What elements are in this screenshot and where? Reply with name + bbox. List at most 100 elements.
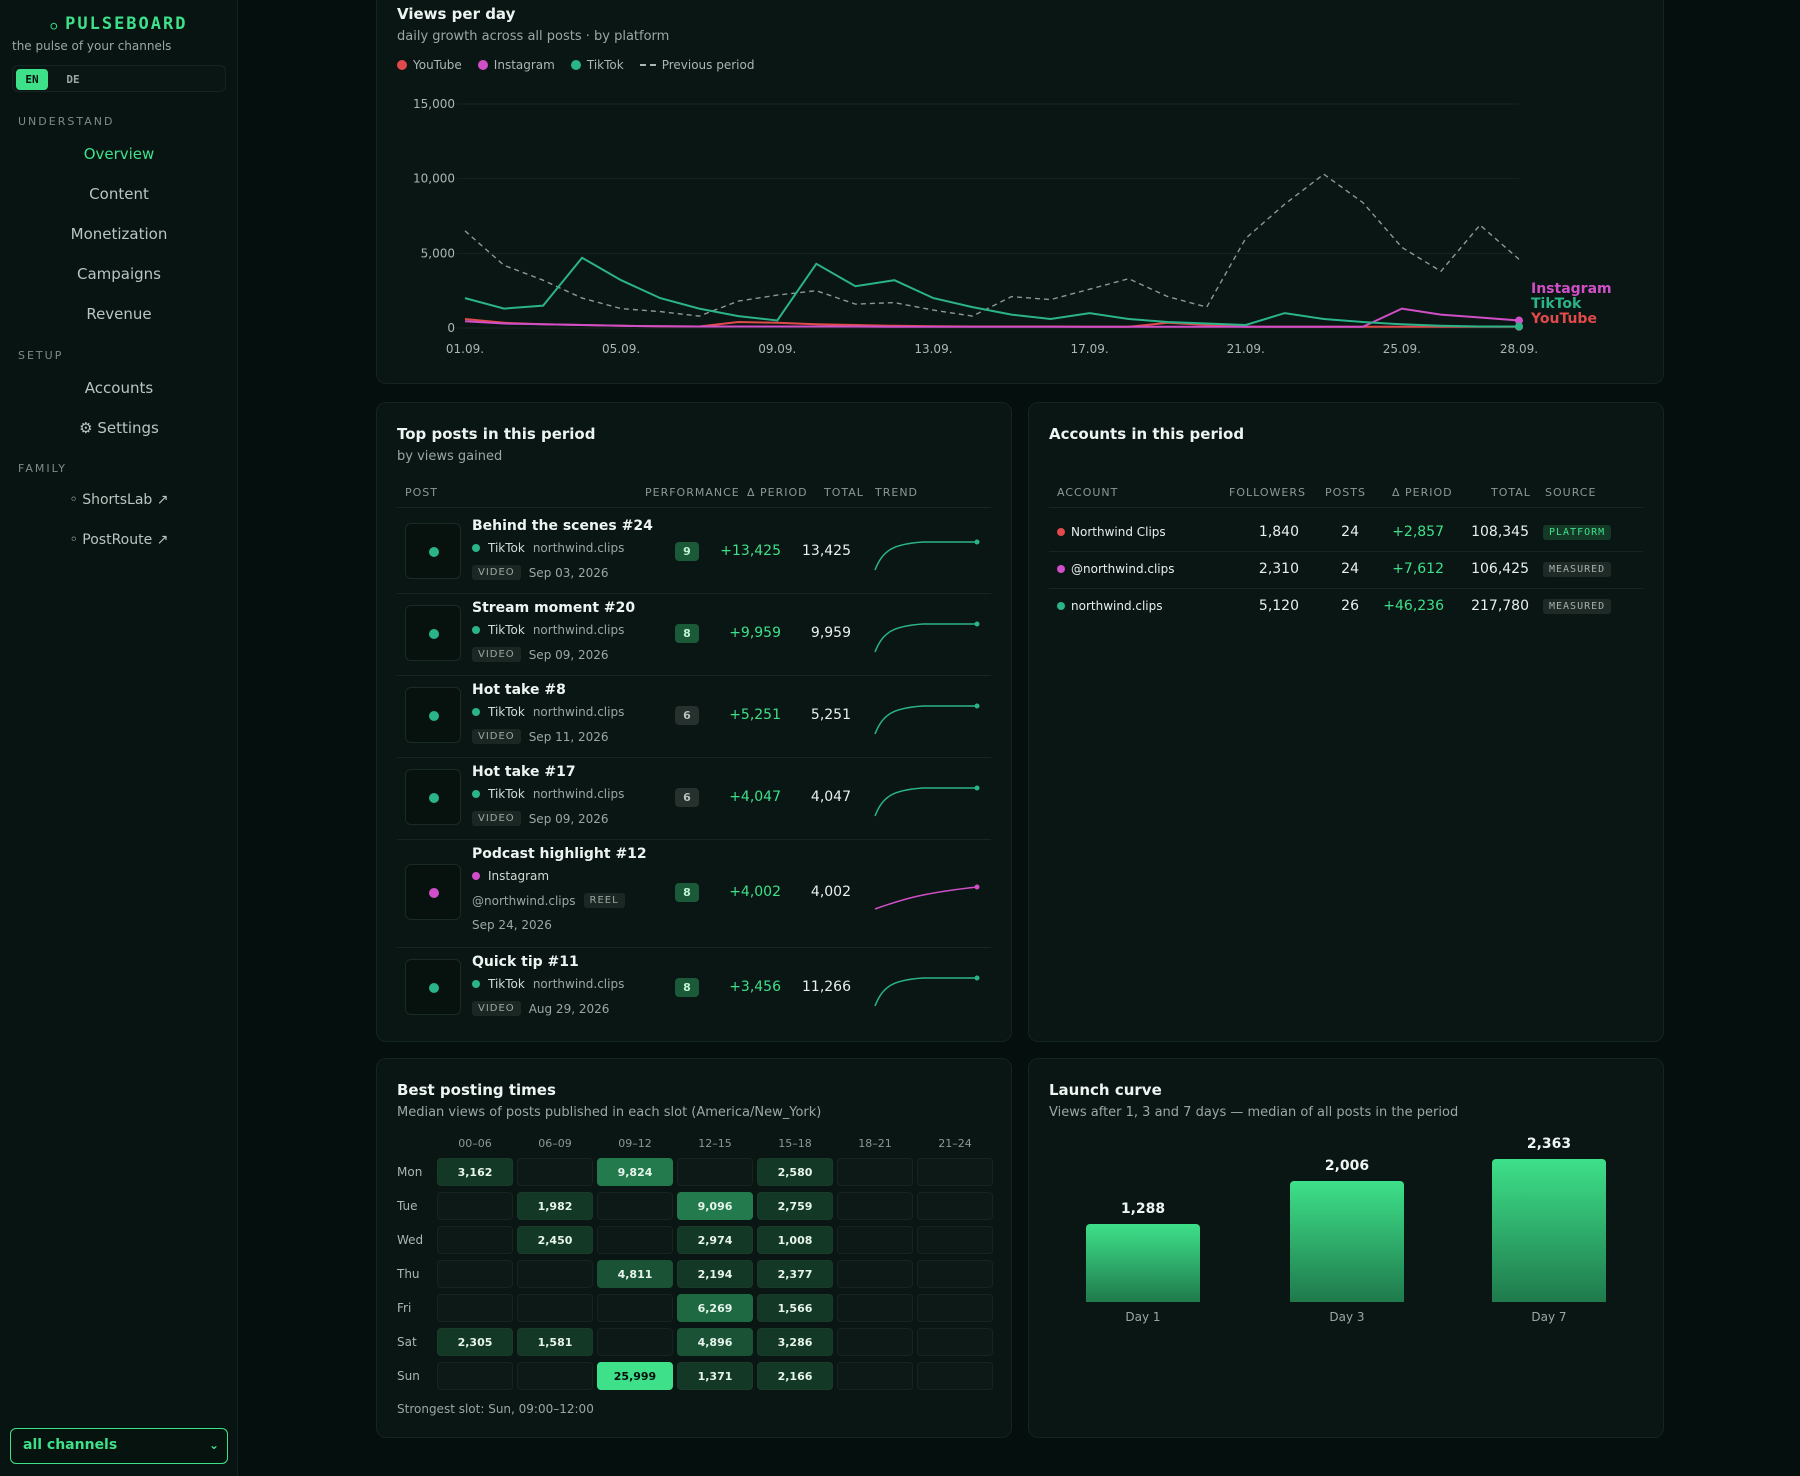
launch-bar[interactable] [1290,1180,1404,1302]
heatmap-cell[interactable]: 9,096 [677,1192,753,1220]
post-thumbnail[interactable] [405,959,461,1015]
nav-item-accounts[interactable]: Accounts [84,379,154,397]
heatmap-cell[interactable] [437,1294,513,1322]
nav-item-settings[interactable]: ⚙ Settings [79,419,159,437]
heatmap-cell[interactable] [517,1260,593,1288]
nav-item-content[interactable]: Content [89,185,149,203]
post-thumbnail[interactable] [405,687,461,743]
post-thumbnail[interactable] [405,864,461,920]
heatmap-cell[interactable]: 2,377 [757,1260,833,1288]
heatmap-cell[interactable] [917,1192,993,1220]
heatmap-cell[interactable] [437,1192,513,1220]
heatmap-cell[interactable]: 2,450 [517,1226,593,1254]
heatmap-cell[interactable]: 3,286 [757,1328,833,1356]
heatmap-cell[interactable]: 1,008 [757,1226,833,1254]
brand-logo[interactable]: ○ PULSEBOARD [0,14,238,34]
post-meta-3: Sep 24, 2026 [472,918,552,932]
heatmap-cell[interactable]: 4,896 [677,1328,753,1356]
heatmap-cell[interactable]: 1,581 [517,1328,593,1356]
series-line-tiktok[interactable] [464,256,1519,328]
post-title[interactable]: Podcast highlight #12 [472,846,647,862]
heatmap-cell[interactable] [837,1158,913,1186]
heatmap-cell[interactable]: 1,982 [517,1192,593,1220]
post-platform: TikTok [488,623,525,637]
heatmap-cell[interactable]: 2,759 [757,1192,833,1220]
col-trend: TREND [875,486,919,499]
post-title[interactable]: Behind the scenes #24 [472,518,653,534]
heatmap-cell[interactable]: 6,269 [677,1294,753,1322]
post-thumbnail[interactable] [405,769,461,825]
heatmap-cell[interactable]: 2,194 [677,1260,753,1288]
lang-en-button[interactable]: EN [16,69,48,90]
heatmap-cell[interactable] [837,1362,913,1390]
heatmap-cell[interactable] [597,1226,673,1254]
nav-item-overview[interactable]: Overview [83,145,155,163]
series-line-instagram[interactable] [464,307,1520,328]
heatmap-cell[interactable] [677,1158,753,1186]
account-row[interactable]: @northwind.clips 2,310 24 +7,612 106,425 MEAS… [1029,552,1663,589]
account-row[interactable]: northwind.clips 5,120 26 +46,236 217,780 MEAS… [1029,589,1663,626]
row-divider [397,593,991,594]
heatmap-cell[interactable]: 25,999 [597,1362,673,1390]
top-posts-subtitle: by views gained [397,449,503,464]
nav-item-shortslab[interactable]: ◦ ShortsLab ↗ [69,492,169,508]
heatmap-cell[interactable]: 2,166 [757,1362,833,1390]
heatmap-cell[interactable]: 1,566 [757,1294,833,1322]
heatmap-cell[interactable] [597,1328,673,1356]
heatmap-cell[interactable]: 3,162 [437,1158,513,1186]
heatmap-cell[interactable] [437,1362,513,1390]
heatmap-cell[interactable] [837,1328,913,1356]
post-thumbnail[interactable] [405,523,461,579]
heatmap-cell[interactable] [597,1192,673,1220]
account-row[interactable]: Northwind Clips 1,840 24 +2,857 108,345 PLATF… [1029,515,1663,552]
heatmap-cell[interactable] [917,1294,993,1322]
heatmap-cell[interactable] [517,1362,593,1390]
nav-item-campaigns[interactable]: Campaigns [76,265,161,283]
launch-bar[interactable] [1086,1224,1200,1302]
heatmap-cell[interactable] [917,1226,993,1254]
heatmap-cell[interactable]: 9,824 [597,1158,673,1186]
lang-de-button[interactable]: DE [66,73,80,86]
legend-tiktok-label: TikTok [586,58,624,72]
heatmap-cell[interactable] [437,1226,513,1254]
post-title[interactable]: Hot take #8 [472,682,566,698]
heatmap-cell[interactable]: 4,811 [597,1260,673,1288]
post-delta: +13,425 [720,543,781,559]
heatmap-cell[interactable] [437,1260,513,1288]
post-total: 13,425 [802,543,851,559]
post-thumbnail[interactable] [405,605,461,661]
post-meta: TikTok northwind.clips [472,977,624,991]
series-line-previous-period[interactable] [464,173,1520,317]
legend-youtube[interactable]: YouTube [397,58,462,72]
heatmap-cell[interactable]: 2,580 [757,1158,833,1186]
launch-bar[interactable] [1492,1159,1606,1302]
heatmap-cell[interactable] [917,1362,993,1390]
post-title[interactable]: Hot take #17 [472,764,576,780]
heatmap-cell[interactable] [917,1158,993,1186]
post-meta-2: VIDEO Sep 09, 2026 [472,647,609,662]
post-title[interactable]: Stream moment #20 [472,600,636,616]
heatmap-cell[interactable] [837,1226,913,1254]
heatmap-cell[interactable] [517,1294,593,1322]
channel-select[interactable]: all channels ⌄ [10,1428,228,1464]
nav-item-monetization[interactable]: Monetization [70,225,168,243]
tiktok-dot-icon [472,790,480,798]
legend-tiktok[interactable]: TikTok [570,58,624,72]
heatmap-cell[interactable]: 2,305 [437,1328,513,1356]
post-meta-2: VIDEO Sep 03, 2026 [472,565,609,580]
nav-item-revenue[interactable]: Revenue [86,305,152,323]
heatmap-cell[interactable] [837,1260,913,1288]
heatmap-cell[interactable]: 1,371 [677,1362,753,1390]
legend-previous[interactable]: Previous period [639,58,754,72]
heatmap-cell[interactable] [517,1158,593,1186]
heatmap-cell[interactable] [597,1294,673,1322]
heatmap-cell[interactable]: 2,974 [677,1226,753,1254]
legend-instagram[interactable]: Instagram [477,58,555,72]
heatmap-cell[interactable] [917,1260,993,1288]
heatmap-cell[interactable] [917,1328,993,1356]
heatmap-cell[interactable] [837,1192,913,1220]
nav-item-postroute[interactable]: ◦ PostRoute ↗ [69,532,169,548]
heatmap-cell[interactable] [837,1294,913,1322]
post-type-tag: VIDEO [472,1001,521,1016]
post-title[interactable]: Quick tip #11 [472,954,579,970]
